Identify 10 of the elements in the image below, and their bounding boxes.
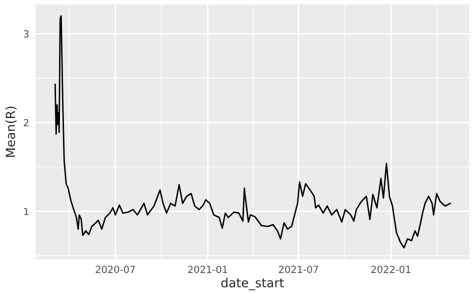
y-axis-title: Mean(R) — [5, 106, 17, 157]
y-tick-label: 2 — [24, 119, 28, 126]
x-tick-label: 2021-01 — [188, 266, 228, 274]
x-axis-title: date_start — [221, 278, 284, 290]
x-tick-label: 2021-07 — [278, 266, 318, 274]
y-tick-label: 1 — [24, 208, 28, 216]
line-series — [54, 15, 451, 248]
y-tick-label: 3 — [24, 30, 29, 38]
x-tick-label: 2022-01 — [371, 266, 410, 274]
x-tick-label: 2020-07 — [96, 266, 135, 274]
